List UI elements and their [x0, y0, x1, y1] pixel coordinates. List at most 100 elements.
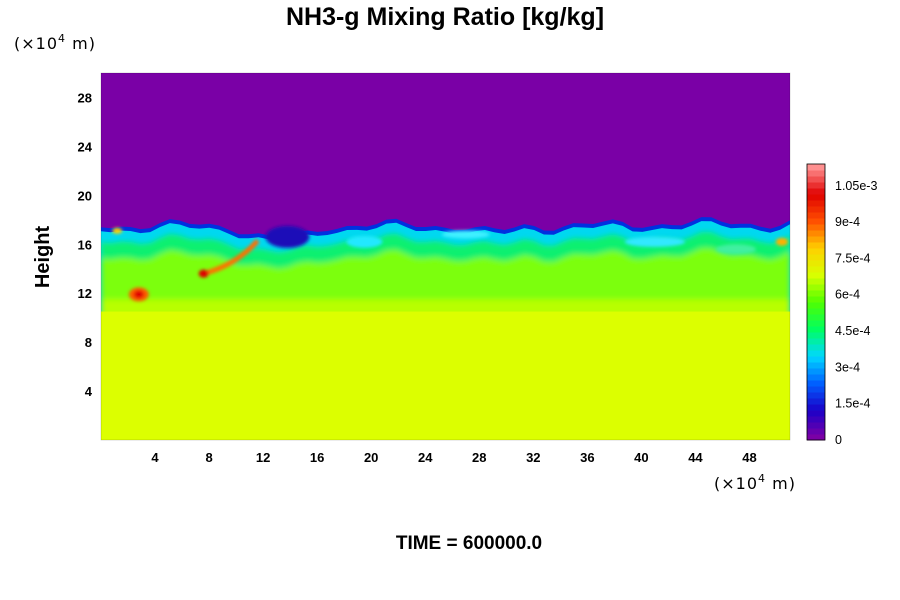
field-swirl [346, 235, 383, 248]
colorbar-swatch [807, 170, 825, 177]
colorbar-swatch [807, 326, 825, 333]
field-features [112, 225, 788, 302]
colorbar-swatch [807, 272, 825, 279]
colorbar-swatch [807, 416, 825, 423]
x-tick-label: 36 [580, 450, 594, 465]
colorbar-swatch [807, 410, 825, 417]
x-tick-label: 44 [688, 450, 703, 465]
colorbar-swatch [807, 386, 825, 393]
colorbar-swatch [807, 314, 825, 321]
colorbar-swatch [807, 284, 825, 291]
colorbar-swatch [807, 248, 825, 255]
colorbar-tick-labels: 0 1.5e-4 3e-4 4.5e-4 6e-4 7.5e-4 9e-4 1.05e-3 [835, 179, 877, 447]
colorbar-swatch [807, 188, 825, 195]
colorbar-swatch [807, 344, 825, 351]
field-lower-layer [101, 311, 790, 440]
chart-title: NH3-g Mixing Ratio [kg/kg] [286, 3, 604, 31]
y-tick-label: 8 [85, 335, 92, 350]
colorbar-tick-label: 0 [835, 433, 842, 447]
colorbar-swatch [807, 338, 825, 345]
field-streak [203, 238, 260, 277]
x-unit-label: (×104 m) [714, 472, 796, 493]
colorbar-swatch [807, 176, 825, 183]
colorbar-tick-label: 9e-4 [835, 215, 860, 229]
colorbar-swatch [807, 362, 825, 369]
colorbar-swatch [807, 308, 825, 315]
colorbar-swatch [807, 278, 825, 285]
colorbar-tick-label: 3e-4 [835, 360, 860, 374]
field-eddy-core [198, 269, 209, 278]
colorbar-swatch [807, 422, 825, 429]
colorbar-swatch [807, 206, 825, 213]
colorbar-tick-label: 6e-4 [835, 288, 860, 302]
colorbar-swatch [807, 380, 825, 387]
y-tick-label: 24 [78, 139, 93, 154]
field-eddy-core [133, 290, 144, 299]
y-unit-label: (×104 m) [14, 32, 96, 53]
x-unit-exponent: 4 [758, 472, 766, 485]
field-eddy [775, 237, 788, 246]
colorbar-tick-label: 4.5e-4 [835, 324, 870, 338]
x-tick-label: 40 [634, 450, 648, 465]
y-tick-label: 16 [78, 237, 92, 252]
x-tick-label: 24 [418, 450, 433, 465]
plot-frame [100, 72, 791, 441]
colorbar-swatch [807, 212, 825, 219]
y-tick-label: 4 [85, 384, 93, 399]
field-eddy [112, 227, 123, 234]
y-tick-label: 12 [78, 286, 92, 301]
colorbar-frame [806, 163, 826, 441]
x-tick-label: 48 [742, 450, 756, 465]
colorbar [806, 163, 826, 441]
colorbar-swatch [807, 164, 825, 171]
y-axis-label: Height [32, 226, 54, 289]
colorbar-swatch [807, 224, 825, 231]
colorbar-swatch [807, 260, 825, 267]
colorbar-swatch [807, 218, 825, 225]
x-tick-label: 28 [472, 450, 486, 465]
colorbar-swatch [807, 236, 825, 243]
x-tick-label: 32 [526, 450, 540, 465]
y-axis-ticks: 4 8 12 16 20 24 28 [78, 90, 93, 399]
colorbar-swatch [807, 242, 825, 249]
y-unit-main: (×10 [14, 34, 58, 53]
colorbar-swatch [807, 350, 825, 357]
x-tick-label: 8 [205, 450, 212, 465]
colorbar-swatch [807, 356, 825, 363]
x-tick-label: 4 [151, 450, 159, 465]
y-tick-label: 20 [78, 188, 92, 203]
x-unit-main: (×10 [714, 474, 758, 493]
colorbar-swatch [807, 266, 825, 273]
colorbar-swatch [807, 320, 825, 327]
colorbar-swatch [807, 290, 825, 297]
field-swirl [624, 236, 685, 247]
colorbar-swatch [807, 428, 825, 435]
colorbar-swatch [807, 254, 825, 261]
colorbar-swatch [807, 374, 825, 381]
colorbar-swatch [807, 230, 825, 237]
colorbar-swatch [807, 368, 825, 375]
colorbar-tick-label: 1.5e-4 [835, 397, 870, 411]
colorbar-swatch [807, 434, 825, 441]
colorbar-swatch [807, 302, 825, 309]
field-dark-pocket [265, 225, 310, 248]
colorbar-swatch [807, 332, 825, 339]
field-swirl [715, 244, 756, 255]
y-unit-tail: m) [66, 34, 96, 53]
x-unit-tail: m) [766, 474, 796, 493]
colorbar-swatch [807, 392, 825, 399]
time-caption: TIME = 600000.0 [396, 533, 542, 554]
y-unit-exponent: 4 [58, 32, 66, 45]
x-tick-label: 12 [256, 450, 270, 465]
y-tick-label: 28 [78, 90, 92, 105]
colorbar-swatch [807, 398, 825, 405]
colorbar-swatch [807, 200, 825, 207]
colorbar-swatch [807, 296, 825, 303]
x-tick-label: 20 [364, 450, 378, 465]
x-tick-label: 16 [310, 450, 324, 465]
colorbar-tick-label: 1.05e-3 [835, 179, 877, 193]
x-axis-ticks: 4 8 12 16 20 24 28 32 36 40 44 48 [151, 450, 756, 465]
colorbar-tick-label: 7.5e-4 [835, 251, 870, 265]
colorbar-swatch [807, 182, 825, 189]
